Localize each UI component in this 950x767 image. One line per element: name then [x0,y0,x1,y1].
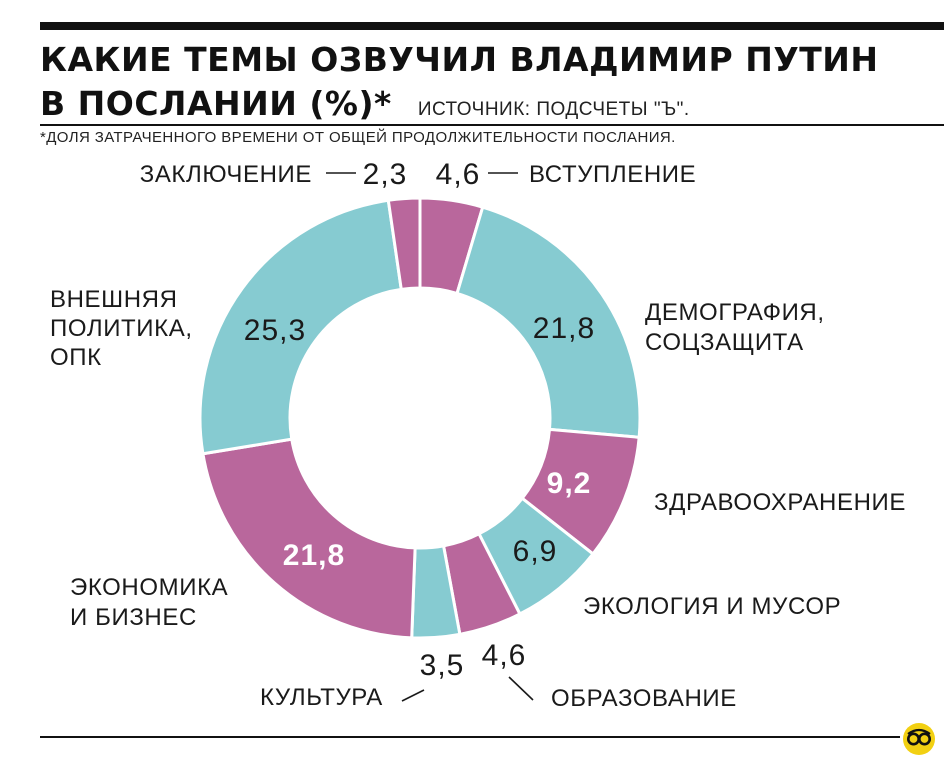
category-label-zaklyuchenie: ЗАКЛЮЧЕНИЕ [140,161,312,188]
category-label-ekonomika-1: ЭКОНОМИКА [70,574,228,601]
value-label-zdravoohranenie: 9,2 [547,467,592,500]
category-label-ekonomika-2: И БИЗНЕС [70,604,197,631]
donut-slice-zaklyuchenie [386,196,422,292]
donut-slice-demografiya [455,205,642,439]
source-note: ИСТОЧНИК: ПОДСЧЕТЫ "Ъ". [417,99,690,120]
category-label-vneshnyaya-1: ВНЕШНЯЯ [50,286,178,313]
value-label-obrazovanie: 4,6 [482,639,527,672]
value-labels: 4,6 21,8 9,2 6,9 4,6 3,5 21,8 25,3 2,3 [244,158,595,682]
value-label-vneshnyaya: 25,3 [244,314,306,347]
kommersant-logo-icon [903,723,935,755]
top-rule [40,22,944,30]
donut-slices [198,196,642,640]
category-label-kultura: КУЛЬТУРА [260,684,383,711]
category-label-ekologiya: ЭКОЛОГИЯ И МУСОР [583,593,841,620]
value-label-ekologiya: 6,9 [513,535,558,568]
category-label-demografiya-2: СОЦЗАЩИТА [645,329,804,356]
value-label-zaklyuchenie: 2,3 [363,158,408,191]
value-label-ekonomika: 21,8 [283,539,345,572]
chart-title: КАКИЕ ТЕМЫ ОЗВУЧИЛ ВЛАДИМИР ПУТИН В ПОСЛ… [40,38,920,132]
chart-title-line-2-text: В ПОСЛАНИИ (%)* [40,84,392,123]
category-label-vstuplenie: ВСТУПЛЕНИЕ [529,161,696,188]
category-label-zdravoohranenie: ЗДРАВООХРАНЕНИЕ [654,489,906,516]
category-label-vneshnyaya-2: ПОЛИТИКА, [50,315,193,342]
footnote: *ДОЛЯ ЗАТРАЧЕННОГО ВРЕМЕНИ ОТ ОБЩЕЙ ПРОД… [40,129,676,146]
leader-lines [326,172,534,702]
chart-title-line-1: КАКИЕ ТЕМЫ ОЗВУЧИЛ ВЛАДИМИР ПУТИН [40,40,879,79]
leader-line-kultura [401,689,425,702]
leader-line-obrazovanie [508,676,534,701]
value-label-demografiya: 21,8 [533,312,595,345]
value-label-vstuplenie: 4,6 [436,158,481,191]
donut-slice-vneshnyaya [198,198,403,456]
category-label-vneshnyaya-3: ОПК [50,344,102,371]
category-label-obrazovanie: ОБРАЗОВАНИЕ [551,685,737,712]
category-label-demografiya-1: ДЕМОГРАФИЯ, [645,299,825,326]
category-labels: ВСТУПЛЕНИЕ ДЕМОГРАФИЯ, СОЦЗАЩИТА ЗДРАВООХРА… [50,161,906,712]
title-divider [40,124,944,126]
chart-title-line-2: В ПОСЛАНИИ (%)* ИСТОЧНИК: ПОДСЧЕТЫ "Ъ". [40,82,920,132]
bottom-rule [40,736,900,738]
value-label-kultura: 3,5 [420,649,465,682]
donut-slice-ekonomika [201,437,417,640]
